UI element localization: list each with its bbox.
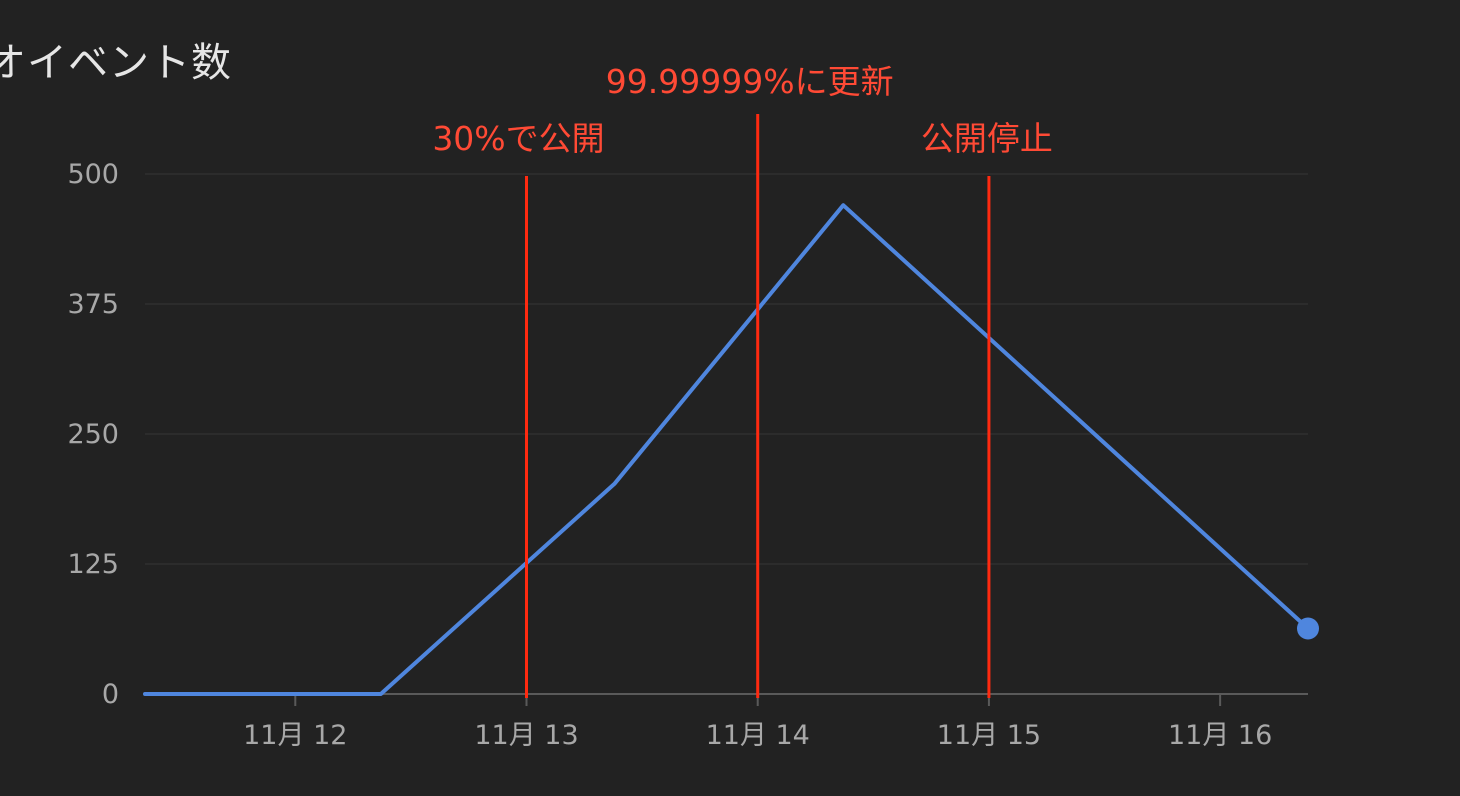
series-end-point [1297, 617, 1319, 640]
x-tick-label: 11月 12 [243, 720, 347, 751]
x-axis: 11月 12 11月 13 11月 14 11月 15 11月 16 [243, 694, 1272, 751]
series-line [143, 203, 1310, 696]
annotation-label: 99.99999%に更新 [606, 62, 894, 101]
grid [145, 173, 1308, 695]
y-tick-label: 0 [102, 679, 119, 710]
y-tick-label: 250 [67, 419, 119, 450]
x-tick-label: 11月 14 [706, 720, 810, 751]
y-tick-label: 125 [67, 549, 119, 580]
chart-title: オイベント数 [0, 40, 232, 86]
annotation-label: 30%で公開 [432, 119, 604, 158]
y-axis: 500 375 250 125 0 [67, 159, 119, 710]
annotation-label: 公開停止 [921, 119, 1053, 158]
x-tick-label: 11月 13 [474, 720, 578, 751]
series [143, 203, 1319, 696]
x-tick-label: 11月 15 [937, 720, 1041, 751]
x-tick-label: 11月 16 [1168, 720, 1272, 751]
y-tick-label: 375 [67, 289, 119, 320]
y-tick-label: 500 [67, 159, 119, 190]
